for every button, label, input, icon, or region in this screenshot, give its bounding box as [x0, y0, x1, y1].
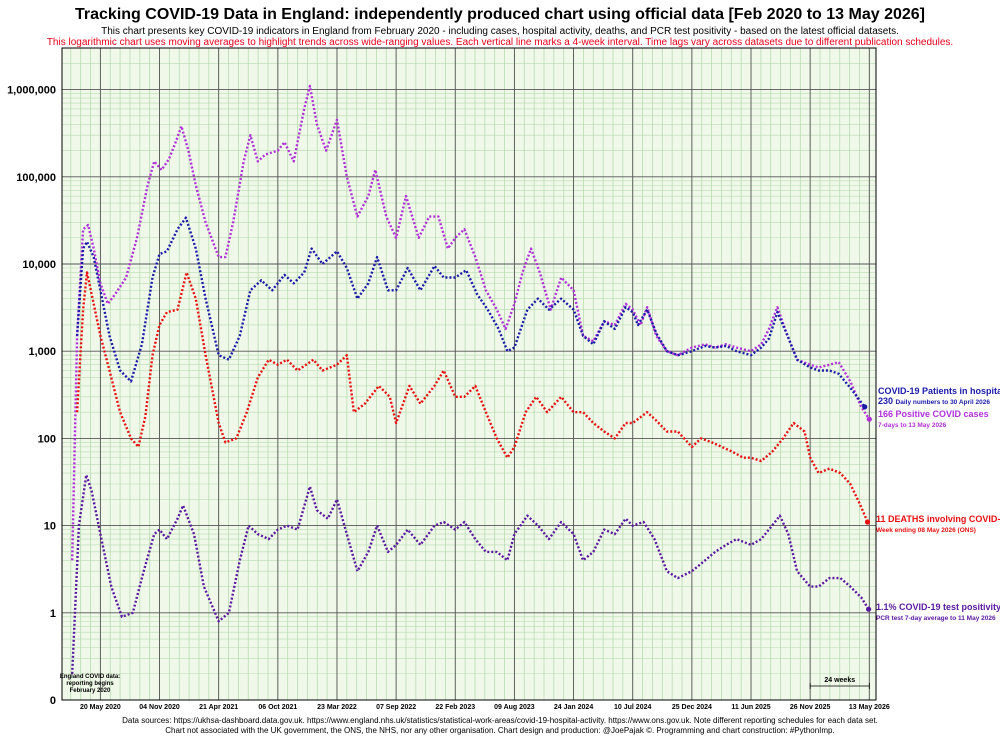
- series-endpoint-hospital: [862, 404, 868, 410]
- chart-subtitle-note: This logarithmic chart uses moving avera…: [46, 37, 954, 48]
- end-label-deaths-line: 11 DEATHS involving COVID-19: [876, 514, 1000, 524]
- series-lines: [71, 84, 872, 674]
- y-tick-label: 0: [50, 695, 56, 707]
- interval-label: 24 weeks: [824, 677, 855, 684]
- y-tick-label: 1,000: [28, 346, 56, 358]
- footer-sources: Data sources: https://ukhsa-dashboard.da…: [122, 716, 878, 725]
- major-grid: [62, 48, 876, 701]
- end-label-cases-value: 166: [878, 409, 896, 419]
- interval-marker: 24 weeks: [809, 677, 870, 689]
- end-label-hospital-note: Daily numbers to 30 April 2026: [896, 399, 991, 406]
- series-line-positivity: [71, 473, 870, 674]
- series-line-hospital: [75, 216, 866, 408]
- y-tick-label: 100: [38, 433, 56, 445]
- y-tick-label: 100,000: [16, 172, 56, 184]
- y-tick-label: 10,000: [22, 259, 56, 271]
- x-tick-label: 21 Apr 2021: [199, 704, 238, 711]
- end-label-positivity-title: COVID-19 test positivity: [899, 602, 1000, 612]
- chart-subtitle: This chart presents key COVID-19 indicat…: [101, 26, 899, 37]
- start-note: England COVID data: reporting begins Feb…: [59, 674, 121, 694]
- chart-title: Tracking COVID-19 Data in England: indep…: [75, 6, 925, 23]
- y-tick-label: 1: [50, 608, 56, 620]
- series-endpoint-positivity: [866, 606, 872, 612]
- x-tick-label: 25 Dec 2024: [672, 704, 712, 711]
- x-tick-label: 13 May 2026: [849, 704, 890, 711]
- end-label-cases-line: 166 Positive COVID cases: [878, 409, 989, 419]
- x-tick-label: 06 Oct 2021: [258, 704, 297, 711]
- x-tick-label: 20 May 2020: [80, 704, 121, 711]
- x-tick-label: 07 Sep 2022: [376, 704, 416, 711]
- x-tick-label: 23 Mar 2022: [317, 704, 357, 711]
- x-tick-label: 24 Jan 2024: [554, 704, 593, 711]
- y-tick-label: 10: [44, 521, 56, 533]
- end-label-hospital-line: 230 Daily numbers to 30 April 2026: [878, 396, 990, 406]
- series-endpoint-cases: [866, 416, 872, 422]
- x-tick-label: 26 Nov 2025: [790, 704, 831, 711]
- x-tick-label: 04 Nov 2020: [139, 704, 180, 711]
- plot-area: [62, 48, 876, 700]
- end-label-cases-note: 7-days to 13 May 2026: [878, 422, 947, 429]
- y-tick-label: 1,000,000: [7, 85, 56, 97]
- series-endpoint-deaths: [864, 519, 871, 525]
- x-tick-label: 22 Feb 2023: [435, 704, 475, 711]
- end-label-positivity-line: 1.1% COVID-19 test positivity: [876, 602, 1000, 612]
- end-label-hospital-value: 230: [878, 396, 896, 406]
- plot-border: [61, 47, 877, 701]
- x-axis-ticks: 20 May 2020 04 Nov 2020 21 Apr 2021 06 Oct …: [80, 704, 890, 711]
- end-label-hospital-title: COVID-19 Patients in hospital: [878, 386, 1000, 396]
- end-label-deaths-note: Week ending 08 May 2026 (ONS): [876, 527, 976, 534]
- series-line-cases: [71, 84, 871, 561]
- x-tick-label: 09 Aug 2023: [494, 704, 535, 711]
- end-label-positivity-note: PCR test 7-day average to 11 May 2026: [876, 615, 996, 622]
- footer-credits: Chart not associated with the UK governm…: [165, 726, 835, 735]
- x-tick-label: 10 Jul 2024: [614, 704, 651, 711]
- end-label-cases-title: Positive COVID cases: [896, 409, 989, 419]
- end-label-deaths-title: DEATHS involving COVID-19: [888, 514, 1000, 524]
- end-label-deaths-value: 11: [876, 514, 888, 524]
- x-tick-label: 11 Jun 2025: [731, 704, 770, 711]
- series-line-deaths: [75, 271, 869, 523]
- end-label-positivity-value: 1.1%: [876, 602, 899, 612]
